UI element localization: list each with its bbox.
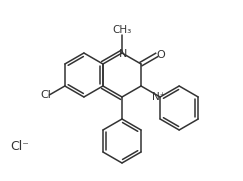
Text: CH₃: CH₃ — [112, 25, 132, 35]
Text: O: O — [156, 50, 165, 60]
Text: N⁺: N⁺ — [152, 92, 166, 102]
Text: Cl: Cl — [41, 90, 52, 100]
Text: Cl⁻: Cl⁻ — [10, 140, 29, 153]
Text: N: N — [119, 49, 127, 59]
